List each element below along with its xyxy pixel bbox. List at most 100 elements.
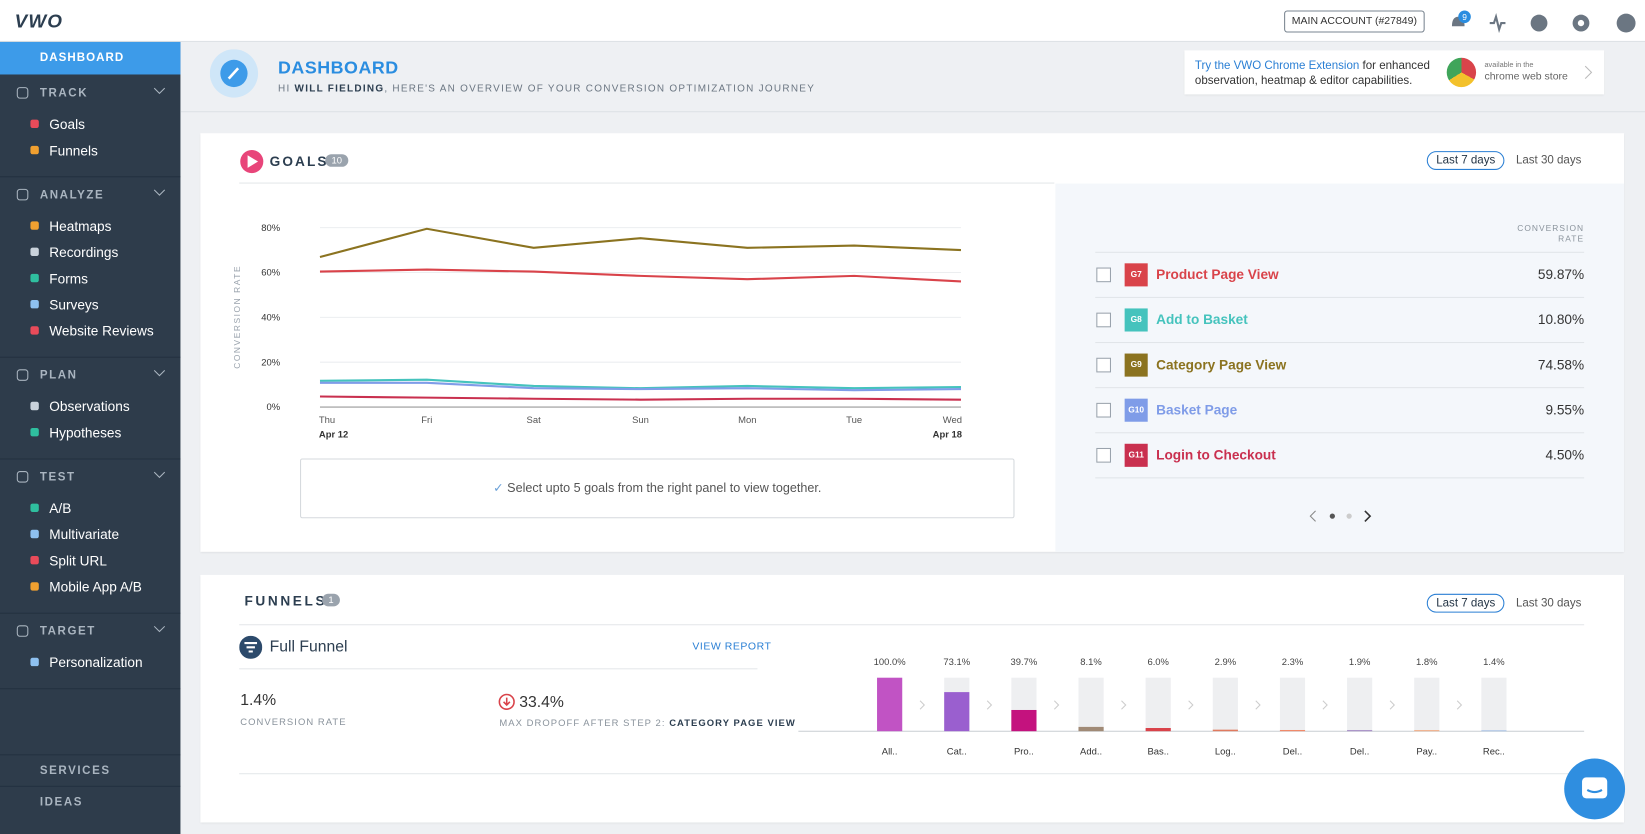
funnel-bar[interactable]: [1347, 730, 1373, 732]
goal-checkbox[interactable]: [1096, 447, 1111, 463]
nav-item[interactable]: Hypotheses: [0, 420, 180, 446]
funnel-bar[interactable]: [1078, 726, 1104, 732]
range-button[interactable]: Last 7 days: [1426, 151, 1505, 170]
nav-item-icon: [30, 657, 39, 667]
y-axis-title: CONVERSION RATE: [232, 265, 242, 369]
view-report[interactable]: VIEW REPORT: [692, 641, 772, 653]
goals-icon: [240, 150, 264, 174]
nav-section-title[interactable]: TEST: [39, 471, 76, 484]
divider: [239, 668, 758, 670]
page-header: DASHBOARD HI WILL FIELDING, HERE'S AN OV…: [180, 42, 1645, 113]
nav-section-title[interactable]: ANALYZE: [39, 188, 105, 202]
nav-item-icon: [30, 401, 39, 411]
chevron[interactable]: [153, 189, 166, 197]
goal-checkbox[interactable]: [1096, 312, 1111, 328]
chevron[interactable]: [153, 471, 166, 479]
chevron[interactable]: [153, 625, 166, 633]
bar-category-label: Add..: [1080, 746, 1102, 757]
funnel-name[interactable]: Full Funnel: [269, 637, 348, 656]
nav-item-icon: [30, 119, 39, 128]
x-tick-label: Sat: [527, 415, 542, 426]
settings-hole: [1577, 19, 1585, 27]
goal-row: G11 Login to Checkout 4.50%: [1095, 433, 1585, 479]
funnel-bar[interactable]: [1145, 728, 1171, 732]
nav-item[interactable]: Multivariate: [0, 521, 180, 547]
bar-value-label: 39.7%: [1011, 657, 1038, 668]
nav-item-icon: [30, 428, 39, 437]
nav-item[interactable]: Funnels: [0, 137, 180, 163]
dashboard-icon: [209, 49, 259, 98]
help-icon[interactable]: [1530, 14, 1548, 32]
goal-rows: G7 Product Page View 59.87% G8 Add to Basket…: [1095, 253, 1585, 479]
prev-page[interactable]: [1309, 510, 1316, 522]
goal-name[interactable]: Category Page View: [1156, 356, 1287, 373]
nav-item[interactable]: Personalization: [0, 649, 180, 675]
bar-track: [1414, 677, 1440, 732]
promo-link[interactable]: Try the VWO Chrome Extension: [1194, 59, 1360, 73]
funnel-bar[interactable]: [1481, 730, 1507, 732]
nav-item[interactable]: Website Reviews: [0, 318, 180, 344]
funnel-bar[interactable]: [877, 677, 903, 732]
goal-checkbox[interactable]: [1096, 402, 1111, 418]
range-button[interactable]: Last 30 days: [1515, 154, 1582, 167]
goal-rate: 74.58%: [1537, 356, 1585, 373]
funnel-bar[interactable]: [944, 692, 970, 732]
goal-badge: G10: [1124, 398, 1148, 422]
nav-item[interactable]: Goals: [0, 111, 180, 137]
goal-name[interactable]: Login to Checkout: [1156, 446, 1276, 463]
goal-checkbox[interactable]: [1096, 357, 1111, 373]
bar-track: [1212, 677, 1238, 732]
nav-item-icon: [30, 503, 39, 512]
step-arrow: [1053, 700, 1060, 710]
promo-box[interactable]: Try the VWO Chrome Extension for enhance…: [1184, 50, 1605, 95]
divider: [239, 773, 1585, 775]
funnel-bar[interactable]: [1011, 709, 1037, 732]
nav-item[interactable]: Forms: [0, 265, 180, 291]
nav-item[interactable]: Heatmaps: [0, 213, 180, 239]
next-page[interactable]: [1364, 510, 1372, 522]
goal-row: G10 Basket Page 9.55%: [1095, 388, 1585, 434]
goal-checkbox[interactable]: [1096, 267, 1111, 283]
nav-section-title[interactable]: TARGET: [39, 625, 96, 638]
page-dot[interactable]: [1329, 513, 1335, 519]
goal-name[interactable]: Add to Basket: [1156, 311, 1248, 328]
nav-section-title[interactable]: PLAN: [39, 369, 78, 382]
chat-button[interactable]: [1563, 757, 1626, 820]
goal-name[interactable]: Product Page View: [1156, 266, 1279, 283]
nav-item[interactable]: Split URL: [0, 548, 180, 574]
chevron[interactable]: [153, 87, 166, 95]
nav-item[interactable]: Observations: [0, 393, 180, 419]
bar-track: [1145, 677, 1171, 732]
notification-badge: [1458, 10, 1471, 24]
nav-active[interactable]: DASHBOARD: [0, 41, 181, 75]
x-tick-label: Sun: [632, 415, 649, 426]
nav-item-icon: [30, 529, 39, 539]
x-tick-label: Mon: [738, 415, 756, 426]
nav-item[interactable]: A/B: [0, 495, 180, 521]
nav-item[interactable]: Mobile App A/B: [0, 574, 180, 600]
nav-bottom-item[interactable]: SERVICES: [0, 754, 181, 785]
activity-icon[interactable]: [1489, 13, 1506, 34]
range-button[interactable]: Last 7 days: [1426, 593, 1505, 613]
chevron[interactable]: [153, 369, 166, 377]
logo[interactable]: VWO: [14, 10, 63, 32]
goal-name[interactable]: Basket Page: [1156, 401, 1238, 418]
goal-rate: 10.80%: [1537, 311, 1585, 328]
nav-item[interactable]: Recordings: [0, 239, 180, 265]
page-dot[interactable]: [1346, 513, 1352, 519]
bar-track: [1347, 677, 1373, 732]
nav-bottom-item[interactable]: IDEAS: [0, 785, 181, 817]
nav-item[interactable]: Surveys: [0, 292, 180, 318]
promo-arrow: [1584, 65, 1593, 80]
dropoff-label: MAX DROPOFF AFTER STEP 2: CATEGORY PAGE …: [499, 718, 795, 728]
funnel-bar[interactable]: [1414, 730, 1440, 732]
goal-badge: G11: [1124, 443, 1148, 467]
nav-section-title[interactable]: TRACK: [39, 87, 89, 100]
user-icon[interactable]: [1616, 13, 1636, 33]
account-button[interactable]: MAIN ACCOUNT (#27849): [1284, 10, 1425, 33]
greeting-prefix: HI: [278, 82, 291, 95]
range-button[interactable]: Last 30 days: [1515, 596, 1582, 610]
funnel-bar[interactable]: [1279, 729, 1306, 732]
promo-text: Try the VWO Chrome Extension for enhance…: [1195, 59, 1442, 88]
funnel-bar[interactable]: [1212, 729, 1238, 732]
